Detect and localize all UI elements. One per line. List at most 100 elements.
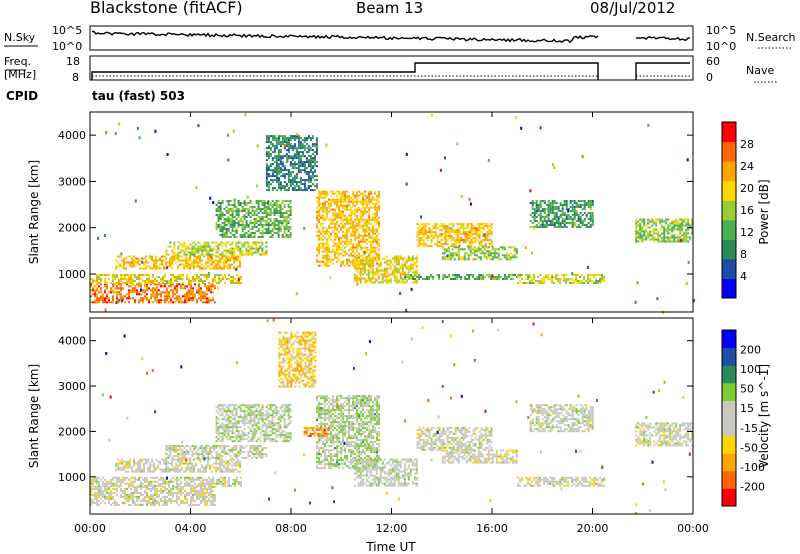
data-cell [555, 218, 558, 220]
data-cell [340, 196, 343, 199]
data-cell [373, 281, 376, 284]
data-cell [503, 248, 506, 251]
data-cell [418, 229, 421, 232]
data-cell [259, 222, 262, 224]
noise-point [460, 194, 463, 198]
data-cell [193, 249, 196, 252]
data-cell [183, 265, 186, 268]
data-cell [635, 230, 638, 233]
data-cell [573, 274, 576, 276]
data-cell [641, 226, 644, 229]
data-cell [207, 253, 210, 256]
data-cell [318, 250, 321, 253]
data-cell [180, 274, 182, 276]
data-cell [267, 165, 270, 168]
data-cell [378, 200, 381, 203]
data-cell [454, 231, 457, 234]
data-cell [372, 236, 375, 239]
data-cell [422, 245, 425, 248]
data-cell [320, 190, 323, 193]
data-cell [342, 206, 345, 209]
data-cell [362, 196, 365, 199]
data-cell [348, 194, 351, 197]
data-cell [330, 226, 333, 229]
data-cell [92, 482, 94, 485]
data-cell [196, 484, 198, 487]
data-cell [549, 222, 552, 224]
data-cell [183, 249, 186, 252]
data-cell [486, 233, 489, 236]
data-cell [478, 241, 481, 244]
data-cell [289, 137, 292, 140]
data-cell [170, 283, 172, 286]
data-cell [166, 501, 168, 504]
data-cell [309, 137, 312, 140]
data-cell [450, 239, 453, 242]
data-cell [513, 254, 516, 257]
data-cell [669, 236, 672, 239]
data-cell [128, 484, 130, 487]
data-cell [496, 278, 499, 280]
data-cell [162, 478, 164, 481]
data-cell [158, 289, 160, 292]
data-cell [210, 503, 212, 506]
data-cell [223, 263, 226, 266]
data-cell [229, 222, 232, 224]
data-cell [318, 264, 321, 267]
data-cell [257, 241, 260, 244]
data-cell [197, 257, 200, 260]
data-cell [649, 230, 652, 233]
data-cell [134, 299, 136, 302]
data-cell [153, 259, 156, 262]
data-cell [555, 226, 558, 228]
data-cell [405, 261, 408, 264]
data-cell [271, 143, 274, 146]
data-cell [90, 489, 92, 492]
data-cell [96, 499, 98, 502]
data-cell [165, 267, 168, 270]
data-cell [267, 208, 270, 210]
data-cell [334, 236, 337, 239]
data-cell [326, 214, 329, 217]
data-cell [452, 239, 455, 242]
data-cell [324, 192, 327, 195]
data-cell [215, 265, 218, 268]
data-cell [527, 274, 530, 276]
data-cell [173, 247, 176, 250]
data-cell [334, 232, 337, 235]
data-cell [428, 276, 431, 278]
data-cell [589, 218, 592, 220]
data-cell [249, 234, 252, 236]
data-cell [148, 280, 150, 282]
data-cell [373, 271, 376, 274]
data-cell [415, 273, 418, 276]
data-cell [489, 258, 492, 261]
data-cell [543, 210, 546, 212]
data-cell [183, 245, 186, 248]
data-cell [251, 251, 254, 254]
data-cell [110, 482, 112, 485]
data-cell [198, 482, 200, 485]
data-cell [198, 291, 200, 294]
data-cell [215, 214, 218, 216]
data-cell [245, 224, 248, 226]
data-cell [569, 202, 572, 204]
data-cell [368, 190, 371, 193]
data-cell [172, 291, 174, 294]
data-cell [366, 242, 369, 245]
data-cell [451, 248, 454, 251]
data-cell [505, 258, 508, 261]
data-cell [128, 503, 130, 506]
data-cell [401, 281, 404, 284]
data-cell [106, 283, 108, 286]
data-cell [346, 244, 349, 247]
data-cell [366, 204, 369, 207]
data-cell [573, 206, 576, 208]
data-cell [401, 273, 404, 276]
data-cell [176, 285, 178, 288]
data-cell [309, 165, 312, 168]
data-cell [285, 210, 288, 212]
data-cell [444, 227, 447, 230]
data-cell [146, 476, 148, 479]
data-cell [271, 222, 274, 224]
